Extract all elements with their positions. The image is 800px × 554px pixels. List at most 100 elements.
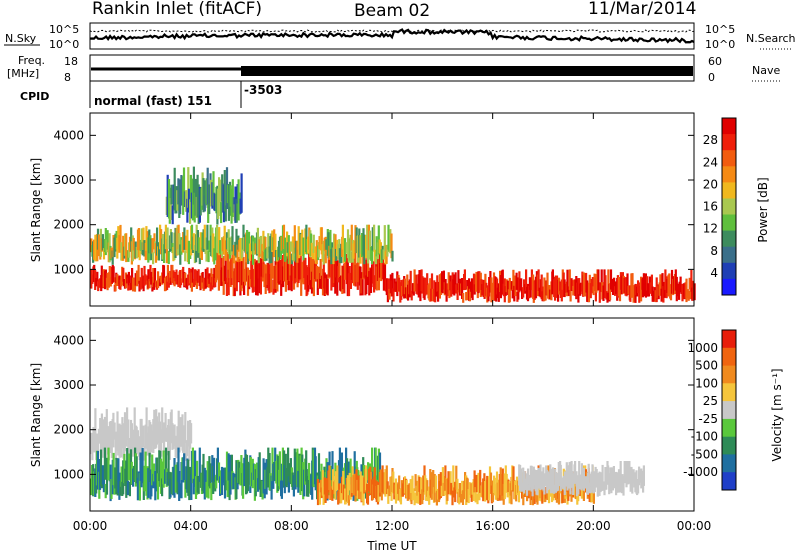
echo-cell [318,236,321,250]
echo-cell [274,233,277,257]
x-tick-label: 20:00 [576,519,611,533]
echo-cell [142,227,145,250]
echo-cell [287,447,290,485]
echo-cell [432,470,435,494]
time-axis: 00:00 04:00 08:00 12:00 16:00 20:00 00:00 [73,113,711,533]
echo-cell [365,465,368,491]
echo-cell [183,453,186,481]
echo-cell [186,198,189,223]
echo-cell [519,468,523,492]
echo-cell [190,423,193,444]
echo-cell [197,269,200,282]
echo-cell [375,253,378,265]
echo-cell [336,239,339,257]
echo-cell [202,178,205,213]
echo-cell [199,275,202,291]
echo-cell [541,481,544,504]
echo-cell [138,473,141,501]
echo-cell [170,472,173,494]
echo-cell [191,447,194,484]
echo-cell [357,252,360,283]
echo-cell [649,282,652,294]
echo-cell [450,281,453,297]
echo-cell [148,229,151,254]
echo-cell [226,473,229,498]
echo-cell [496,278,499,295]
echo-cell [112,412,115,448]
echo-cell [98,278,102,288]
echo-cell [264,469,267,489]
freq-panel [89,54,695,82]
nsearch-tick-top: 10^5 [705,23,735,36]
echo-cell [566,471,569,491]
echo-cell [300,279,303,296]
echo-cell [135,246,138,259]
echo-cell [102,470,105,493]
echo-cell [223,467,226,483]
echo-cell [490,282,494,293]
echo-cell [230,454,233,486]
echo-cell [675,276,678,302]
y-tick-label: 4000 [53,128,84,142]
echo-cell [195,224,198,251]
y-tick-label: 1000 [53,262,84,276]
echo-cell [541,471,544,488]
echo-cell [153,409,156,449]
echo-cell [326,278,329,296]
echo-cell [505,279,508,293]
echo-cell [574,461,577,484]
echo-cell [150,424,153,453]
echo-cell [164,447,168,482]
echo-cell [434,291,437,303]
echo-cell [605,477,608,490]
echo-cell [180,462,183,499]
echo-cell [167,450,170,486]
echo-cell [200,247,203,260]
echo-cell [179,483,182,498]
echo-cell [280,280,283,296]
echo-cell [187,240,190,265]
echo-cell [642,273,645,296]
echo-cell [222,280,225,295]
echo-cell [426,480,429,497]
echo-cell [235,198,238,223]
echo-cell [421,276,424,294]
nsky-trace [89,28,695,44]
echo-cell [371,447,374,482]
echo-cell [248,269,251,287]
echo-cell [126,407,129,440]
echo-cell [510,281,513,290]
echo-cell [591,464,594,491]
echo-cell [134,273,137,286]
echo-cell [305,475,309,497]
echo-cell [430,472,433,500]
echo-cell [165,239,168,264]
echo-cell [188,441,191,461]
echo-cell [340,452,343,483]
echo-cell [116,411,119,443]
echo-cell [175,269,178,285]
echo-cell [325,274,328,294]
echo-cell [197,237,200,253]
echo-cell [110,425,113,459]
echo-cell [595,469,598,488]
echo-cell [163,244,166,263]
colorbar-segment [722,330,736,349]
echo-cell [95,277,98,287]
echo-cell [185,235,188,251]
echo-cell [347,495,350,506]
echo-cell [582,467,585,491]
echo-cell [100,265,103,285]
echo-cell [221,238,224,252]
echo-cell [212,171,215,206]
echo-cell [260,247,263,277]
echo-cell [112,266,115,283]
echo-cell [434,475,438,493]
echo-cell [614,281,618,294]
echo-cell [678,287,681,300]
colorbar-tick-label: 16 [703,200,718,214]
echo-cell [291,472,294,490]
echo-cell [258,239,261,257]
echo-cell [119,481,122,496]
echo-cell [135,456,138,484]
